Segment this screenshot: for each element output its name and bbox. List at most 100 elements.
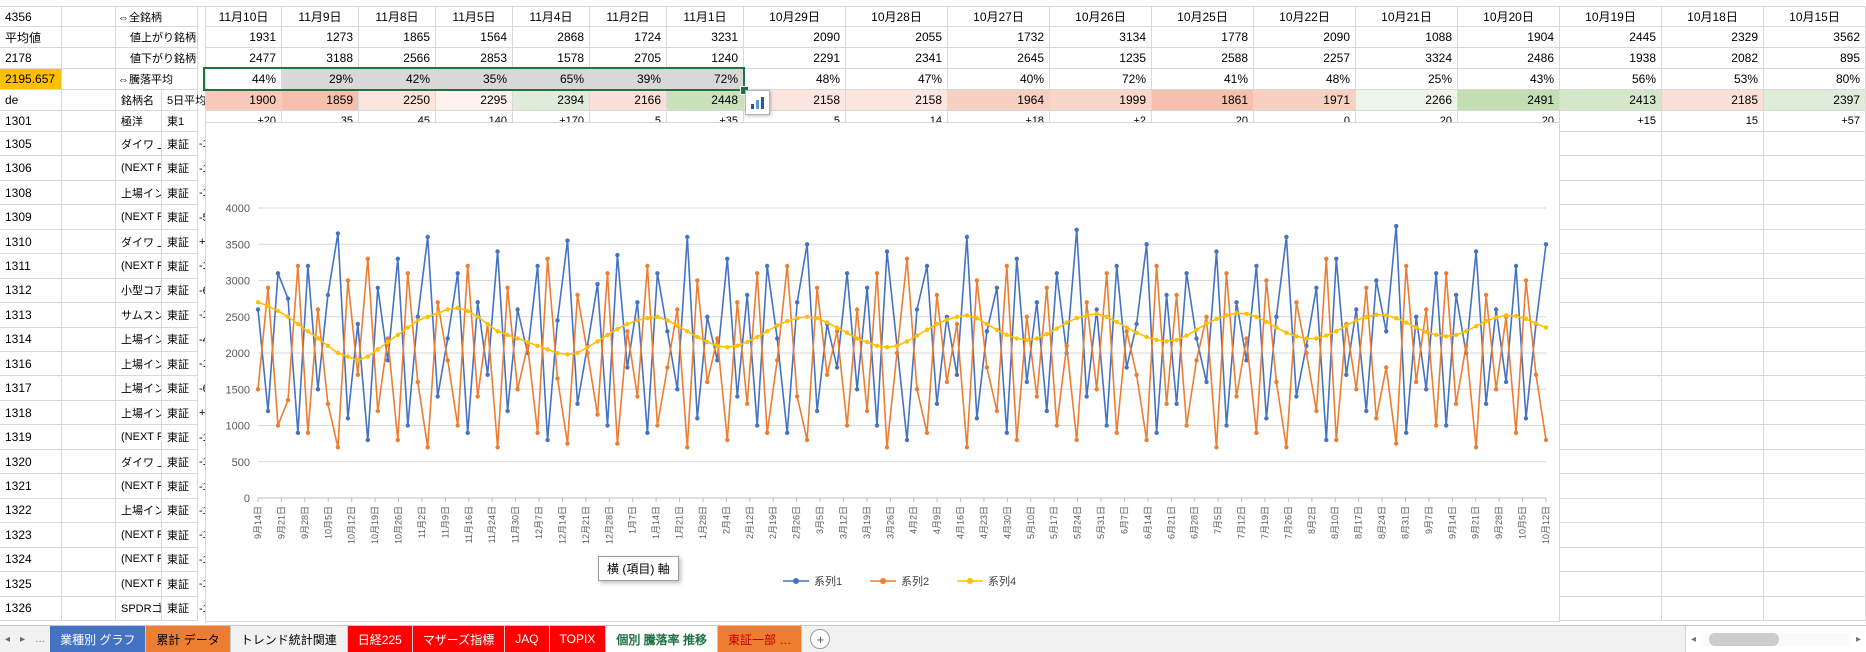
stock-name-cell[interactable]: (NEXT FU bbox=[116, 254, 162, 279]
cell-5day-label[interactable]: 5日平均値上 bbox=[162, 90, 228, 111]
avg-value-cell[interactable]: 1999 bbox=[1050, 90, 1152, 111]
stock-market-cell[interactable]: 東証 bbox=[162, 596, 198, 621]
stock-name-cell[interactable]: 小型コア bbox=[116, 278, 162, 304]
cell-empty[interactable] bbox=[62, 303, 116, 328]
stock-market-cell[interactable]: 東証 bbox=[162, 254, 198, 279]
cell-empty[interactable] bbox=[1662, 229, 1764, 255]
decliners-value-cell[interactable]: 2341 bbox=[846, 48, 948, 69]
stock-diff-cell[interactable]: -1 bbox=[199, 187, 209, 200]
stock-name-cell[interactable]: (NEXT FU bbox=[116, 523, 162, 548]
avg-value-cell[interactable]: 2394 bbox=[513, 90, 590, 111]
avg-value-cell[interactable]: 2413 bbox=[1560, 90, 1662, 111]
scrollbar-track[interactable] bbox=[1703, 632, 1849, 646]
date-header-cell[interactable]: 11月4日 bbox=[513, 6, 590, 27]
stock-code-cell[interactable]: 1305 bbox=[0, 132, 62, 157]
cell-empty[interactable] bbox=[1662, 180, 1764, 206]
decliners-value-cell[interactable]: 2566 bbox=[359, 48, 436, 69]
cell-empty[interactable] bbox=[1662, 523, 1764, 548]
stock-code-cell[interactable]: 1325 bbox=[0, 572, 62, 597]
cell-empty[interactable] bbox=[1662, 132, 1764, 157]
cell-empty[interactable] bbox=[1560, 425, 1662, 450]
sheet-tab[interactable]: 個別 騰落率 推移 bbox=[606, 626, 719, 652]
stock-market-cell[interactable]: 東証 bbox=[162, 156, 198, 181]
stock-name-cell[interactable]: (NEXT FU bbox=[116, 425, 162, 450]
stock-diff-cell[interactable]: -1 bbox=[199, 431, 209, 444]
avg-value-cell[interactable]: 2491 bbox=[1458, 90, 1560, 111]
stock-name-cell[interactable]: 上場インデ bbox=[116, 327, 162, 353]
decliners-value-cell[interactable]: 1938 bbox=[1560, 48, 1662, 69]
cell-average-label[interactable]: 平均値 bbox=[0, 27, 62, 48]
cell-empty[interactable] bbox=[1560, 132, 1662, 157]
stock-name-cell[interactable]: (NEXT FU bbox=[116, 205, 162, 230]
ratio-value-cell[interactable]: 80% bbox=[1764, 69, 1866, 90]
cell-empty[interactable] bbox=[62, 498, 116, 524]
stock-code-cell[interactable]: 1312 bbox=[0, 278, 62, 304]
cell-empty[interactable] bbox=[1764, 425, 1866, 450]
stock-market-cell[interactable]: 東証 bbox=[162, 400, 198, 426]
cell-empty[interactable] bbox=[1764, 572, 1866, 597]
avg-value-cell[interactable]: 2158 bbox=[846, 90, 948, 111]
cell-empty[interactable] bbox=[62, 547, 116, 573]
cell-empty[interactable] bbox=[62, 327, 116, 353]
date-header-cell[interactable]: 10月25日 bbox=[1152, 6, 1254, 27]
date-header-cell[interactable]: 10月20日 bbox=[1458, 6, 1560, 27]
advancers-value-cell[interactable]: 1088 bbox=[1356, 27, 1458, 48]
stock-diff-cell[interactable]: -1 bbox=[199, 504, 209, 517]
stock-code-cell[interactable]: 1318 bbox=[0, 400, 62, 426]
date-header-cell[interactable]: 11月1日 bbox=[667, 6, 744, 27]
cell-empty[interactable] bbox=[1560, 205, 1662, 230]
decliners-value-cell[interactable]: 2645 bbox=[948, 48, 1050, 69]
cell-ratio-head[interactable]: 2195.657 bbox=[0, 69, 62, 90]
cell-empty[interactable] bbox=[1662, 596, 1764, 621]
stock-code-cell[interactable]: 1316 bbox=[0, 352, 62, 377]
advancers-value-cell[interactable]: 1273 bbox=[282, 27, 359, 48]
stock-diff-cell[interactable]: -1 bbox=[199, 529, 209, 542]
ratio-value-cell[interactable]: 65% bbox=[513, 69, 590, 90]
decliners-value-cell[interactable]: 1240 bbox=[667, 48, 744, 69]
stock-code-cell[interactable]: 1308 bbox=[0, 180, 62, 206]
cell-empty[interactable] bbox=[1662, 327, 1764, 353]
sheet-tab[interactable]: 累計 データ bbox=[146, 626, 231, 652]
cell-empty[interactable] bbox=[1662, 303, 1764, 328]
date-header-cell[interactable]: 11月8日 bbox=[359, 6, 436, 27]
date-header-cell[interactable]: 10月22日 bbox=[1254, 6, 1356, 27]
avg-value-cell[interactable]: 1859 bbox=[282, 90, 359, 111]
stock-name-cell[interactable]: 上場インデ bbox=[116, 498, 162, 524]
stock-code-cell[interactable]: 1322 bbox=[0, 498, 62, 524]
stock-market-cell[interactable]: 東証 bbox=[162, 132, 198, 157]
decliners-value-cell[interactable]: 2291 bbox=[744, 48, 846, 69]
stock-diff-cell[interactable]: -1 bbox=[199, 260, 209, 273]
stock-name-cell[interactable]: ダイワ 上場 bbox=[116, 449, 162, 475]
stock-diff-cell[interactable]: -1 bbox=[199, 138, 209, 151]
cell-empty[interactable] bbox=[62, 474, 116, 499]
avg-value-cell[interactable]: 2250 bbox=[359, 90, 436, 111]
ratio-value-cell[interactable]: 41% bbox=[1152, 69, 1254, 90]
stock-name-cell[interactable]: 極洋 bbox=[116, 111, 162, 132]
ratio-value-cell[interactable]: 43% bbox=[1458, 69, 1560, 90]
stock-code-cell[interactable]: 1313 bbox=[0, 303, 62, 328]
stock-market-cell[interactable]: 東証 bbox=[162, 278, 198, 304]
stock-market-cell[interactable]: 東証 bbox=[162, 474, 198, 499]
cell-empty[interactable] bbox=[62, 90, 116, 111]
cell-empty[interactable] bbox=[1662, 205, 1764, 230]
cell-empty[interactable] bbox=[1764, 400, 1866, 426]
cell-name-label[interactable]: 銘柄名 bbox=[116, 90, 162, 111]
cell-empty[interactable] bbox=[1764, 523, 1866, 548]
stock-name-cell[interactable]: 上場インデ bbox=[116, 352, 162, 377]
cell-empty[interactable] bbox=[1560, 400, 1662, 426]
stock-diff-cell[interactable]: -1 bbox=[199, 480, 209, 493]
cell-empty[interactable] bbox=[1764, 596, 1866, 621]
advancers-value-cell[interactable]: 2090 bbox=[744, 27, 846, 48]
stock-code-cell[interactable]: 1309 bbox=[0, 205, 62, 230]
cell-empty[interactable] bbox=[62, 278, 116, 304]
scroll-left-arrow[interactable]: ◂ bbox=[1691, 633, 1697, 645]
avg-value-cell[interactable]: 2397 bbox=[1764, 90, 1866, 111]
decliners-value-cell[interactable]: 2257 bbox=[1254, 48, 1356, 69]
date-header-cell[interactable]: 11月5日 bbox=[436, 6, 513, 27]
cell-empty[interactable] bbox=[62, 111, 116, 132]
date-header-cell[interactable]: 10月21日 bbox=[1356, 6, 1458, 27]
decliners-value-cell[interactable]: 2477 bbox=[205, 48, 282, 69]
decliners-value-cell[interactable]: 2853 bbox=[436, 48, 513, 69]
cell-empty[interactable] bbox=[1764, 474, 1866, 499]
ratio-value-cell[interactable]: 25% bbox=[1356, 69, 1458, 90]
